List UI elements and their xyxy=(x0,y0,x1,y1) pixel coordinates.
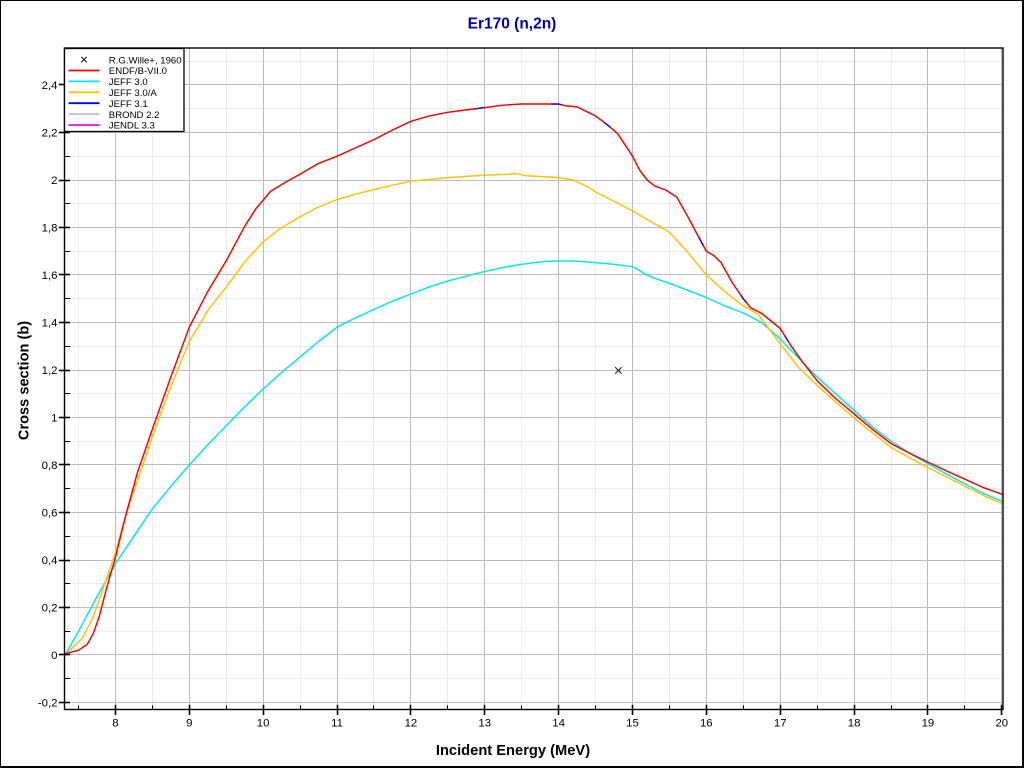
svg-text:1,4: 1,4 xyxy=(42,318,58,330)
svg-text:8: 8 xyxy=(112,718,118,730)
svg-text:JENDL 3.3: JENDL 3.3 xyxy=(109,121,155,132)
svg-text:1: 1 xyxy=(51,413,57,425)
svg-text:1,2: 1,2 xyxy=(42,365,58,377)
svg-text:19: 19 xyxy=(922,718,935,730)
svg-text:-0,2: -0,2 xyxy=(38,698,58,710)
svg-text:10: 10 xyxy=(257,718,270,730)
svg-text:12: 12 xyxy=(405,718,418,730)
svg-text:JEFF 3.1: JEFF 3.1 xyxy=(109,99,148,110)
svg-text:13: 13 xyxy=(478,718,491,730)
svg-text:2: 2 xyxy=(51,175,57,187)
svg-text:BROND 2.2: BROND 2.2 xyxy=(109,110,160,121)
svg-text:ENDF/B-VII.0: ENDF/B-VII.0 xyxy=(109,66,167,77)
svg-text:0,4: 0,4 xyxy=(42,555,58,567)
svg-text:Cross section (b): Cross section (b) xyxy=(17,321,33,440)
svg-text:11: 11 xyxy=(331,718,343,730)
svg-text:16: 16 xyxy=(700,718,713,730)
svg-text:0,2: 0,2 xyxy=(42,603,58,615)
svg-text:1,8: 1,8 xyxy=(42,223,58,235)
svg-text:14: 14 xyxy=(552,718,565,730)
svg-text:0: 0 xyxy=(51,650,57,662)
svg-text:R.G.Wille+, 1960: R.G.Wille+, 1960 xyxy=(109,55,182,66)
svg-text:9: 9 xyxy=(186,718,192,730)
svg-text:Er170 (n,2n): Er170 (n,2n) xyxy=(468,16,557,33)
svg-text:15: 15 xyxy=(626,718,639,730)
svg-text:2,2: 2,2 xyxy=(42,128,58,140)
svg-text:0,8: 0,8 xyxy=(42,460,58,472)
svg-text:JEFF 3.0: JEFF 3.0 xyxy=(109,77,148,88)
svg-text:20: 20 xyxy=(995,718,1008,730)
svg-text:1,6: 1,6 xyxy=(42,270,58,282)
svg-text:17: 17 xyxy=(774,718,787,730)
svg-text:JEFF 3.0/A: JEFF 3.0/A xyxy=(109,88,158,99)
svg-text:18: 18 xyxy=(848,718,861,730)
svg-text:Incident Energy (MeV): Incident Energy (MeV) xyxy=(436,743,590,759)
svg-text:2,4: 2,4 xyxy=(42,80,58,92)
svg-text:0,6: 0,6 xyxy=(42,508,58,520)
